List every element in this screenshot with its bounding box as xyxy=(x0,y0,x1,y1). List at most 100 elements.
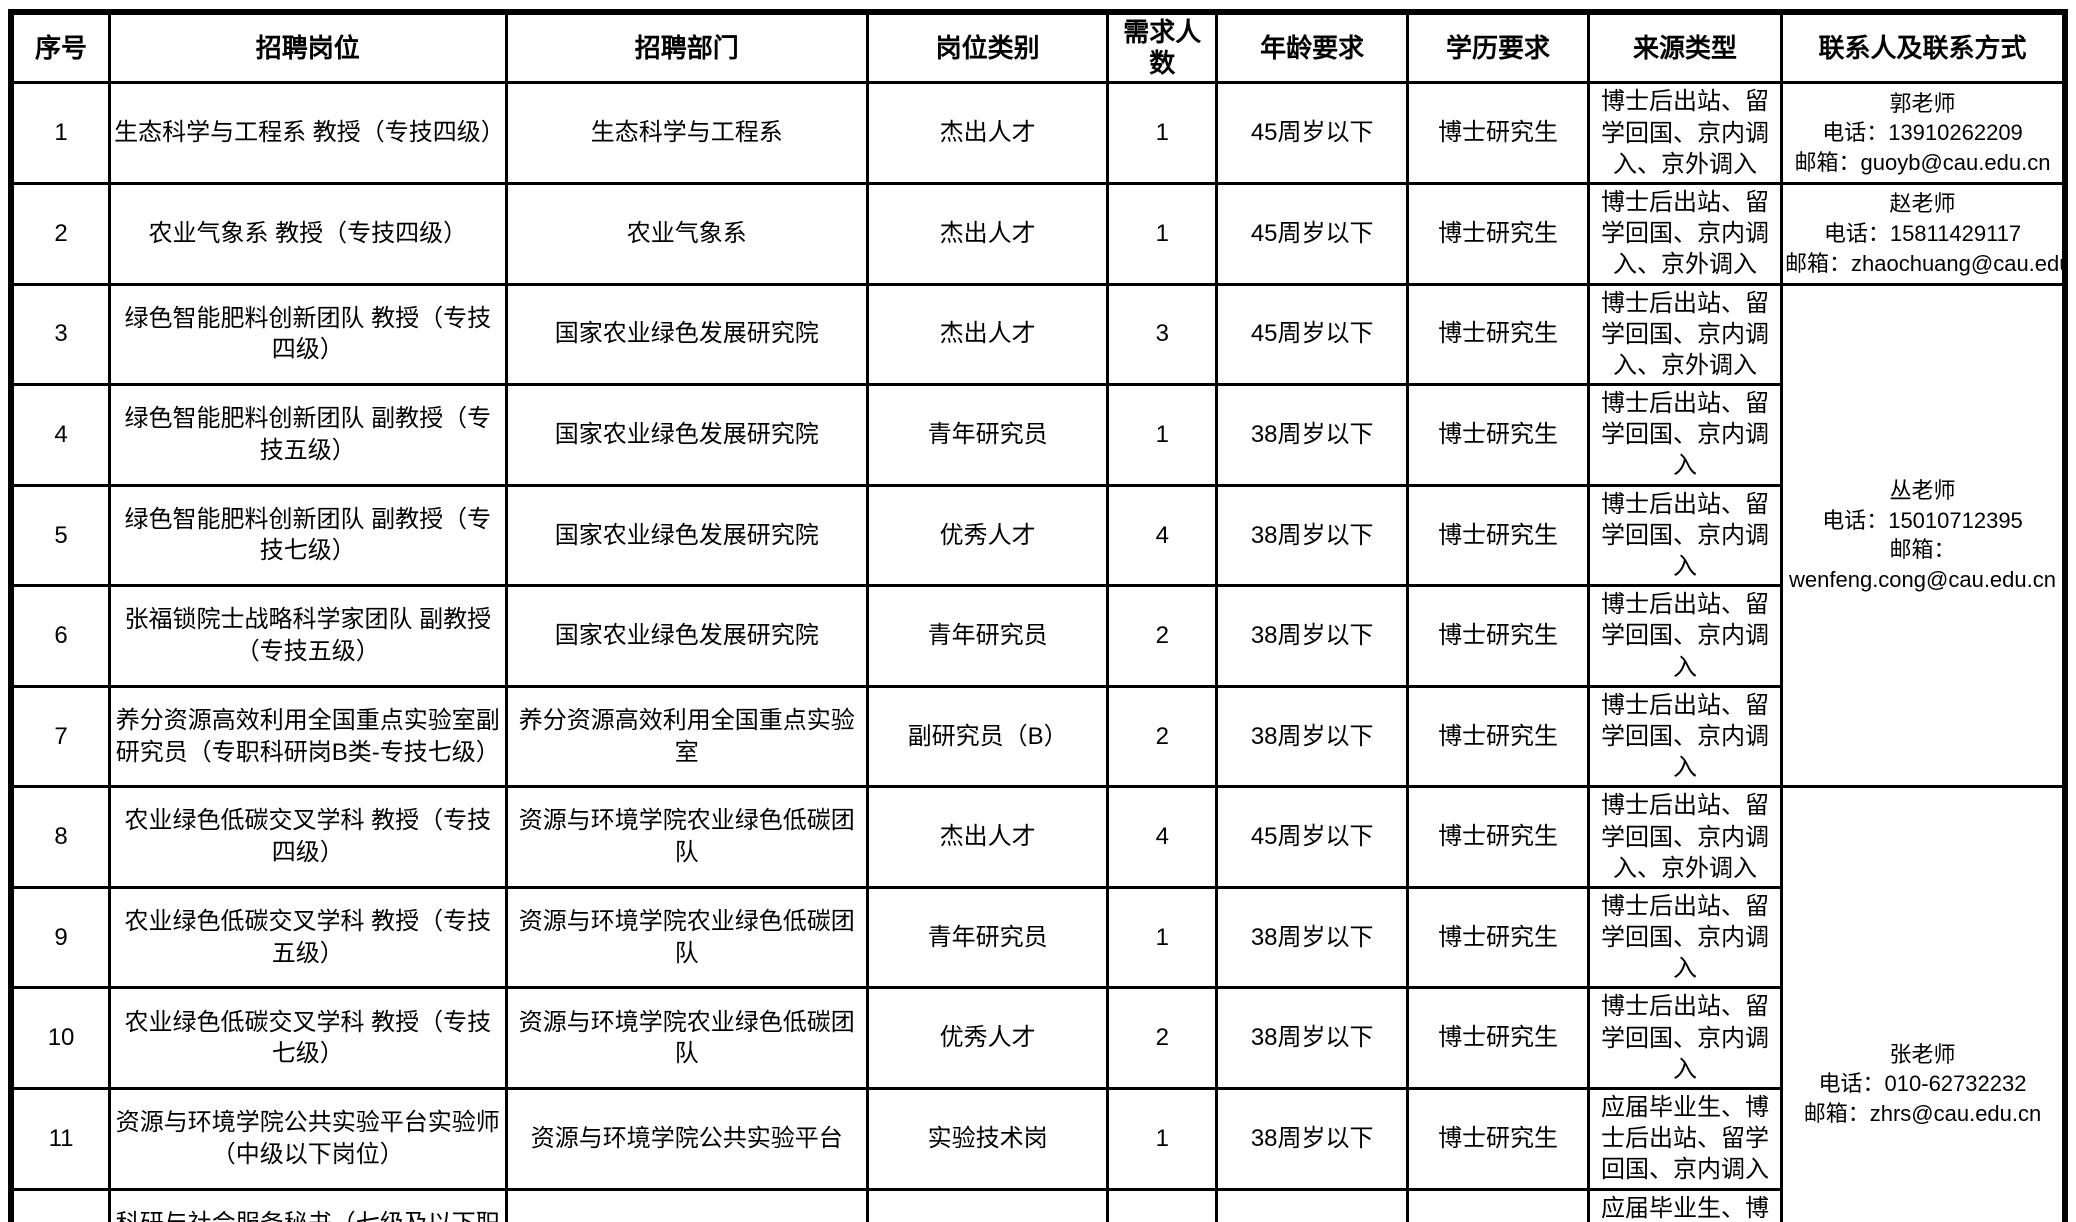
cell-education-row-3: 博士研究生 xyxy=(1406,282,1590,387)
cell-source-row-7: 博士后出站、留学回国、京内调入 xyxy=(1586,684,1784,789)
cell-age-row-9: 38周岁以下 xyxy=(1215,885,1410,990)
cell-department-row-1: 生态科学与工程系 xyxy=(504,81,869,185)
cell-source-row-12: 应届毕业生、博士后出站、留学回国、京内调入 xyxy=(1586,1187,1784,1222)
cell-position-row-3: 绿色智能肥料创新团队 教授（专技四级） xyxy=(108,282,508,387)
table-row-12: 12科研与社会服务秘书（七级及以下职员）学院办公室管理服务岗（事业编）138周岁… xyxy=(9,1187,2065,1222)
cell-education-row-9: 博士研究生 xyxy=(1406,885,1590,990)
cell-source-row-6: 博士后出站、留学回国、京内调入 xyxy=(1586,584,1784,688)
cell-department-row-7: 养分资源高效利用全国重点实验室 xyxy=(504,684,869,789)
cell-contact-rows-8-13: 张老师电话：010-62732232 邮箱：zhrs@cau.edu.cn xyxy=(1780,785,2067,1222)
contact-line: 电话：15010712395 xyxy=(1822,507,2023,533)
column-header-age: 年龄要求 xyxy=(1215,10,1410,85)
cell-category-row-10: 优秀人才 xyxy=(865,986,1110,1090)
table-row-3: 3 绿色智能肥料创新团队 教授（专技四级） 国家农业绿色发展研究院 杰出人才 3 45周岁… xyxy=(9,282,2067,789)
cell-age-row-5: 38周岁以下 xyxy=(1215,483,1410,588)
cell-contact-rows-3-7: 丛老师 电话：15010712395 邮箱： wenfeng.cong@cau.edu… xyxy=(1780,282,2067,789)
cell-no-row-9: 9 xyxy=(9,885,112,990)
cell-source-row-9: 博士后出站、留学回国、京内调入 xyxy=(1586,885,1784,990)
cell-count-row-6: 2 xyxy=(1106,584,1219,688)
cell-category-row-6: 青年研究员 xyxy=(865,584,1110,688)
contact-line: 邮箱： xyxy=(1889,537,1956,563)
contact-line: 邮箱：zhrs@cau.edu.cn xyxy=(1803,1101,2042,1127)
cell-no-row-11: 11 xyxy=(9,1087,112,1191)
cell-category-row-5: 优秀人才 xyxy=(865,483,1110,588)
cell-source-row-1: 博士后出站、留学回国、京内调入、京外调入 xyxy=(1586,81,1784,185)
cell-count-row-10: 2 xyxy=(1106,986,1219,1090)
contact-line: 电话：13910262209 xyxy=(1822,120,2023,146)
cell-age-row-1: 45周岁以下 xyxy=(1215,81,1410,185)
cell-no-row-2: 2 xyxy=(9,181,112,286)
contact-line: 电话：010-62732232 xyxy=(1818,1071,2027,1097)
cell-no-row-3: 3 xyxy=(9,282,112,387)
contact-line: 丛老师 xyxy=(1889,478,1956,504)
cell-category-row-9: 青年研究员 xyxy=(865,885,1110,990)
cell-source-row-8: 博士后出站、留学回国、京内调入、京外调入 xyxy=(1586,785,1784,889)
cell-education-row-12: 硕士及以上 xyxy=(1406,1187,1590,1222)
cell-category-row-7: 副研究员（B） xyxy=(865,684,1110,789)
cell-education-row-11: 博士研究生 xyxy=(1406,1087,1590,1191)
cell-department-row-8: 资源与环境学院农业绿色低碳团队 xyxy=(504,785,869,889)
cell-source-row-4: 博士后出站、留学回国、京内调入 xyxy=(1586,383,1784,487)
cell-count-row-1: 1 xyxy=(1106,81,1219,185)
cell-age-row-10: 38周岁以下 xyxy=(1215,986,1410,1090)
cell-category-row-1: 杰出人才 xyxy=(865,81,1110,185)
cell-department-row-9: 资源与环境学院农业绿色低碳团队 xyxy=(504,885,869,990)
cell-age-row-11: 38周岁以下 xyxy=(1215,1087,1410,1191)
cell-age-row-12: 38周岁以下 xyxy=(1215,1187,1410,1222)
cell-category-row-4: 青年研究员 xyxy=(865,383,1110,487)
cell-category-row-8: 杰出人才 xyxy=(865,785,1110,889)
table-row-5: 5 绿色智能肥料创新团队 副教授（专技七级） 国家农业绿色发展研究院 优秀人才 4 38周… xyxy=(9,483,2065,588)
cell-education-row-4: 博士研究生 xyxy=(1406,383,1590,487)
column-header-category: 岗位类别 xyxy=(865,10,1110,85)
cell-source-row-2: 博士后出站、留学回国、京内调入、京外调入 xyxy=(1586,181,1784,286)
cell-position-row-11: 资源与环境学院公共实验平台实验师（中级以下岗位） xyxy=(108,1087,508,1191)
cell-department-row-5: 国家农业绿色发展研究院 xyxy=(504,483,869,588)
table-row-11: 11 资源与环境学院公共实验平台实验师（中级以下岗位） 资源与环境学院公共实验平台实… xyxy=(9,1087,2065,1191)
contact-line: 邮箱：zhaochuang@cau.edu.cn xyxy=(1785,250,2062,276)
table-row-7: 7 养分资源高效利用全国重点实验室副研究员（专职科研岗B类-专技七级） 养分资源高效… xyxy=(9,684,2065,789)
cell-no-row-5: 5 xyxy=(9,483,112,588)
contact-line: 赵老师 xyxy=(1889,191,1956,217)
contact-line: 邮箱：guoyb@cau.edu.cn xyxy=(1794,150,2051,175)
cell-category-row-2: 杰出人才 xyxy=(865,181,1110,286)
cell-position-row-9: 农业绿色低碳交叉学科 教授（专技五级） xyxy=(108,885,508,990)
cell-department-row-11: 资源与环境学院公共实验平台 xyxy=(504,1087,869,1191)
cell-department-row-6: 国家农业绿色发展研究院 xyxy=(504,584,869,688)
contact-line: 张老师 xyxy=(1889,1041,1956,1067)
column-header-department: 招聘部门 xyxy=(504,10,869,85)
cell-age-row-3: 45周岁以下 xyxy=(1215,282,1410,387)
column-header-source: 来源类型 xyxy=(1586,10,1784,85)
cell-education-row-10: 博士研究生 xyxy=(1406,986,1590,1090)
contact-line: 郭老师 xyxy=(1889,90,1956,116)
column-header-position: 招聘岗位 xyxy=(108,10,508,85)
table-row-10: 10 农业绿色低碳交叉学科 教授（专技七级） 资源与环境学院农业绿色低碳团队 优秀人才… xyxy=(9,986,2065,1090)
cell-source-row-5: 博士后出站、留学回国、京内调入 xyxy=(1586,483,1784,588)
cell-department-row-3: 国家农业绿色发展研究院 xyxy=(504,282,869,387)
cell-position-row-1: 生态科学与工程系 教授（专技四级） xyxy=(108,81,508,185)
cell-position-row-10: 农业绿色低碳交叉学科 教授（专技七级） xyxy=(108,986,508,1090)
cell-position-row-7: 养分资源高效利用全国重点实验室副研究员（专职科研岗B类-专技七级） xyxy=(108,684,508,789)
cell-category-row-3: 杰出人才 xyxy=(865,282,1110,387)
cell-education-row-1: 博士研究生 xyxy=(1406,81,1590,185)
column-header-count: 需求人数 xyxy=(1106,10,1219,85)
cell-count-row-5: 4 xyxy=(1106,483,1219,588)
table-row-8: 8 农业绿色低碳交叉学科 教授（专技四级） 资源与环境学院农业绿色低碳团队 杰出人才 4… xyxy=(9,785,2067,1222)
cell-position-row-8: 农业绿色低碳交叉学科 教授（专技四级） xyxy=(108,785,508,889)
cell-count-row-2: 1 xyxy=(1106,181,1219,286)
cell-no-row-1: 1 xyxy=(9,81,112,185)
cell-category-row-11: 实验技术岗 xyxy=(865,1087,1110,1191)
cell-position-row-2: 农业气象系 教授（专技四级） xyxy=(108,181,508,286)
table-row-9: 9 农业绿色低碳交叉学科 教授（专技五级） 资源与环境学院农业绿色低碳团队 青年研究员… xyxy=(9,885,2065,990)
cell-department-row-2: 农业气象系 xyxy=(504,181,869,286)
cell-education-row-5: 博士研究生 xyxy=(1406,483,1590,588)
cell-position-row-4: 绿色智能肥料创新团队 副教授（专技五级） xyxy=(108,383,508,487)
cell-no-row-8: 8 xyxy=(9,785,112,889)
cell-source-row-3: 博士后出站、留学回国、京内调入、京外调入 xyxy=(1586,282,1784,387)
cell-count-row-7: 2 xyxy=(1106,684,1219,789)
cell-count-row-8: 4 xyxy=(1106,785,1219,889)
cell-count-row-11: 1 xyxy=(1106,1087,1219,1191)
cell-position-row-12: 科研与社会服务秘书（七级及以下职员） xyxy=(108,1187,508,1222)
table-body: 1 生态科学与工程系 教授（专技四级） 生态科学与工程系 杰出人才 1 45周岁以下 博士研… xyxy=(9,81,2067,1222)
column-header-education: 学历要求 xyxy=(1406,10,1590,85)
